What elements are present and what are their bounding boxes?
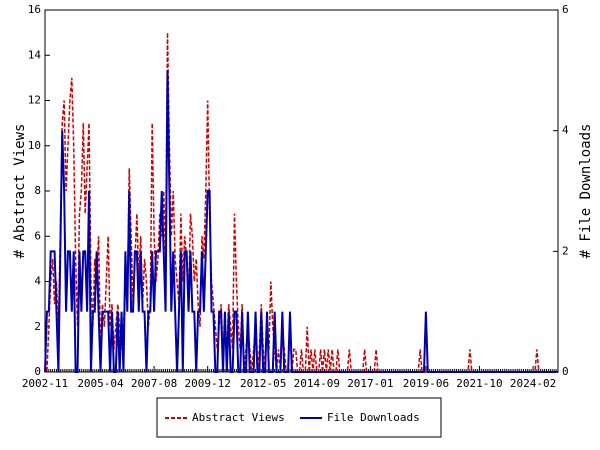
legend-box	[156, 397, 442, 438]
y-tick-label: 2	[34, 320, 41, 333]
y-tick-label: 10	[28, 139, 41, 152]
x-tick-label: 2007-08	[131, 377, 177, 390]
y-tick-label: 16	[28, 3, 41, 16]
x-tick-label: 2012-05	[240, 377, 286, 390]
y2-axis-label: # File Downloads	[578, 124, 594, 259]
y-tick-label: 14	[28, 48, 42, 61]
legend-label: Abstract Views	[192, 411, 285, 424]
series-line	[44, 70, 558, 373]
y-tick-label: 0	[34, 365, 41, 378]
y2-tick-label: 0	[562, 365, 569, 378]
y-tick-label: 6	[34, 229, 41, 242]
y2-tick-label: 6	[562, 3, 569, 16]
y-tick-label: 4	[34, 275, 41, 288]
x-tick-label: 2024-02	[510, 377, 556, 390]
x-tick-label: 2005-04	[77, 377, 124, 390]
y-tick-label: 8	[34, 184, 41, 197]
y-tick-label: 12	[28, 94, 41, 107]
legend-label: File Downloads	[327, 411, 420, 424]
x-tick-label: 2009-12	[185, 377, 231, 390]
y-axis-label: # Abstract Views	[12, 124, 28, 259]
x-tick-label: 2019-06	[403, 377, 449, 390]
y2-tick-label: 4	[562, 124, 569, 137]
x-tick-label: 2021-10	[456, 377, 502, 390]
x-tick-label: 2014-09	[294, 377, 340, 390]
x-tick-label: 2017-01	[347, 377, 393, 390]
x-tick-label: 2002-11	[22, 377, 68, 390]
y2-tick-label: 2	[562, 244, 569, 257]
